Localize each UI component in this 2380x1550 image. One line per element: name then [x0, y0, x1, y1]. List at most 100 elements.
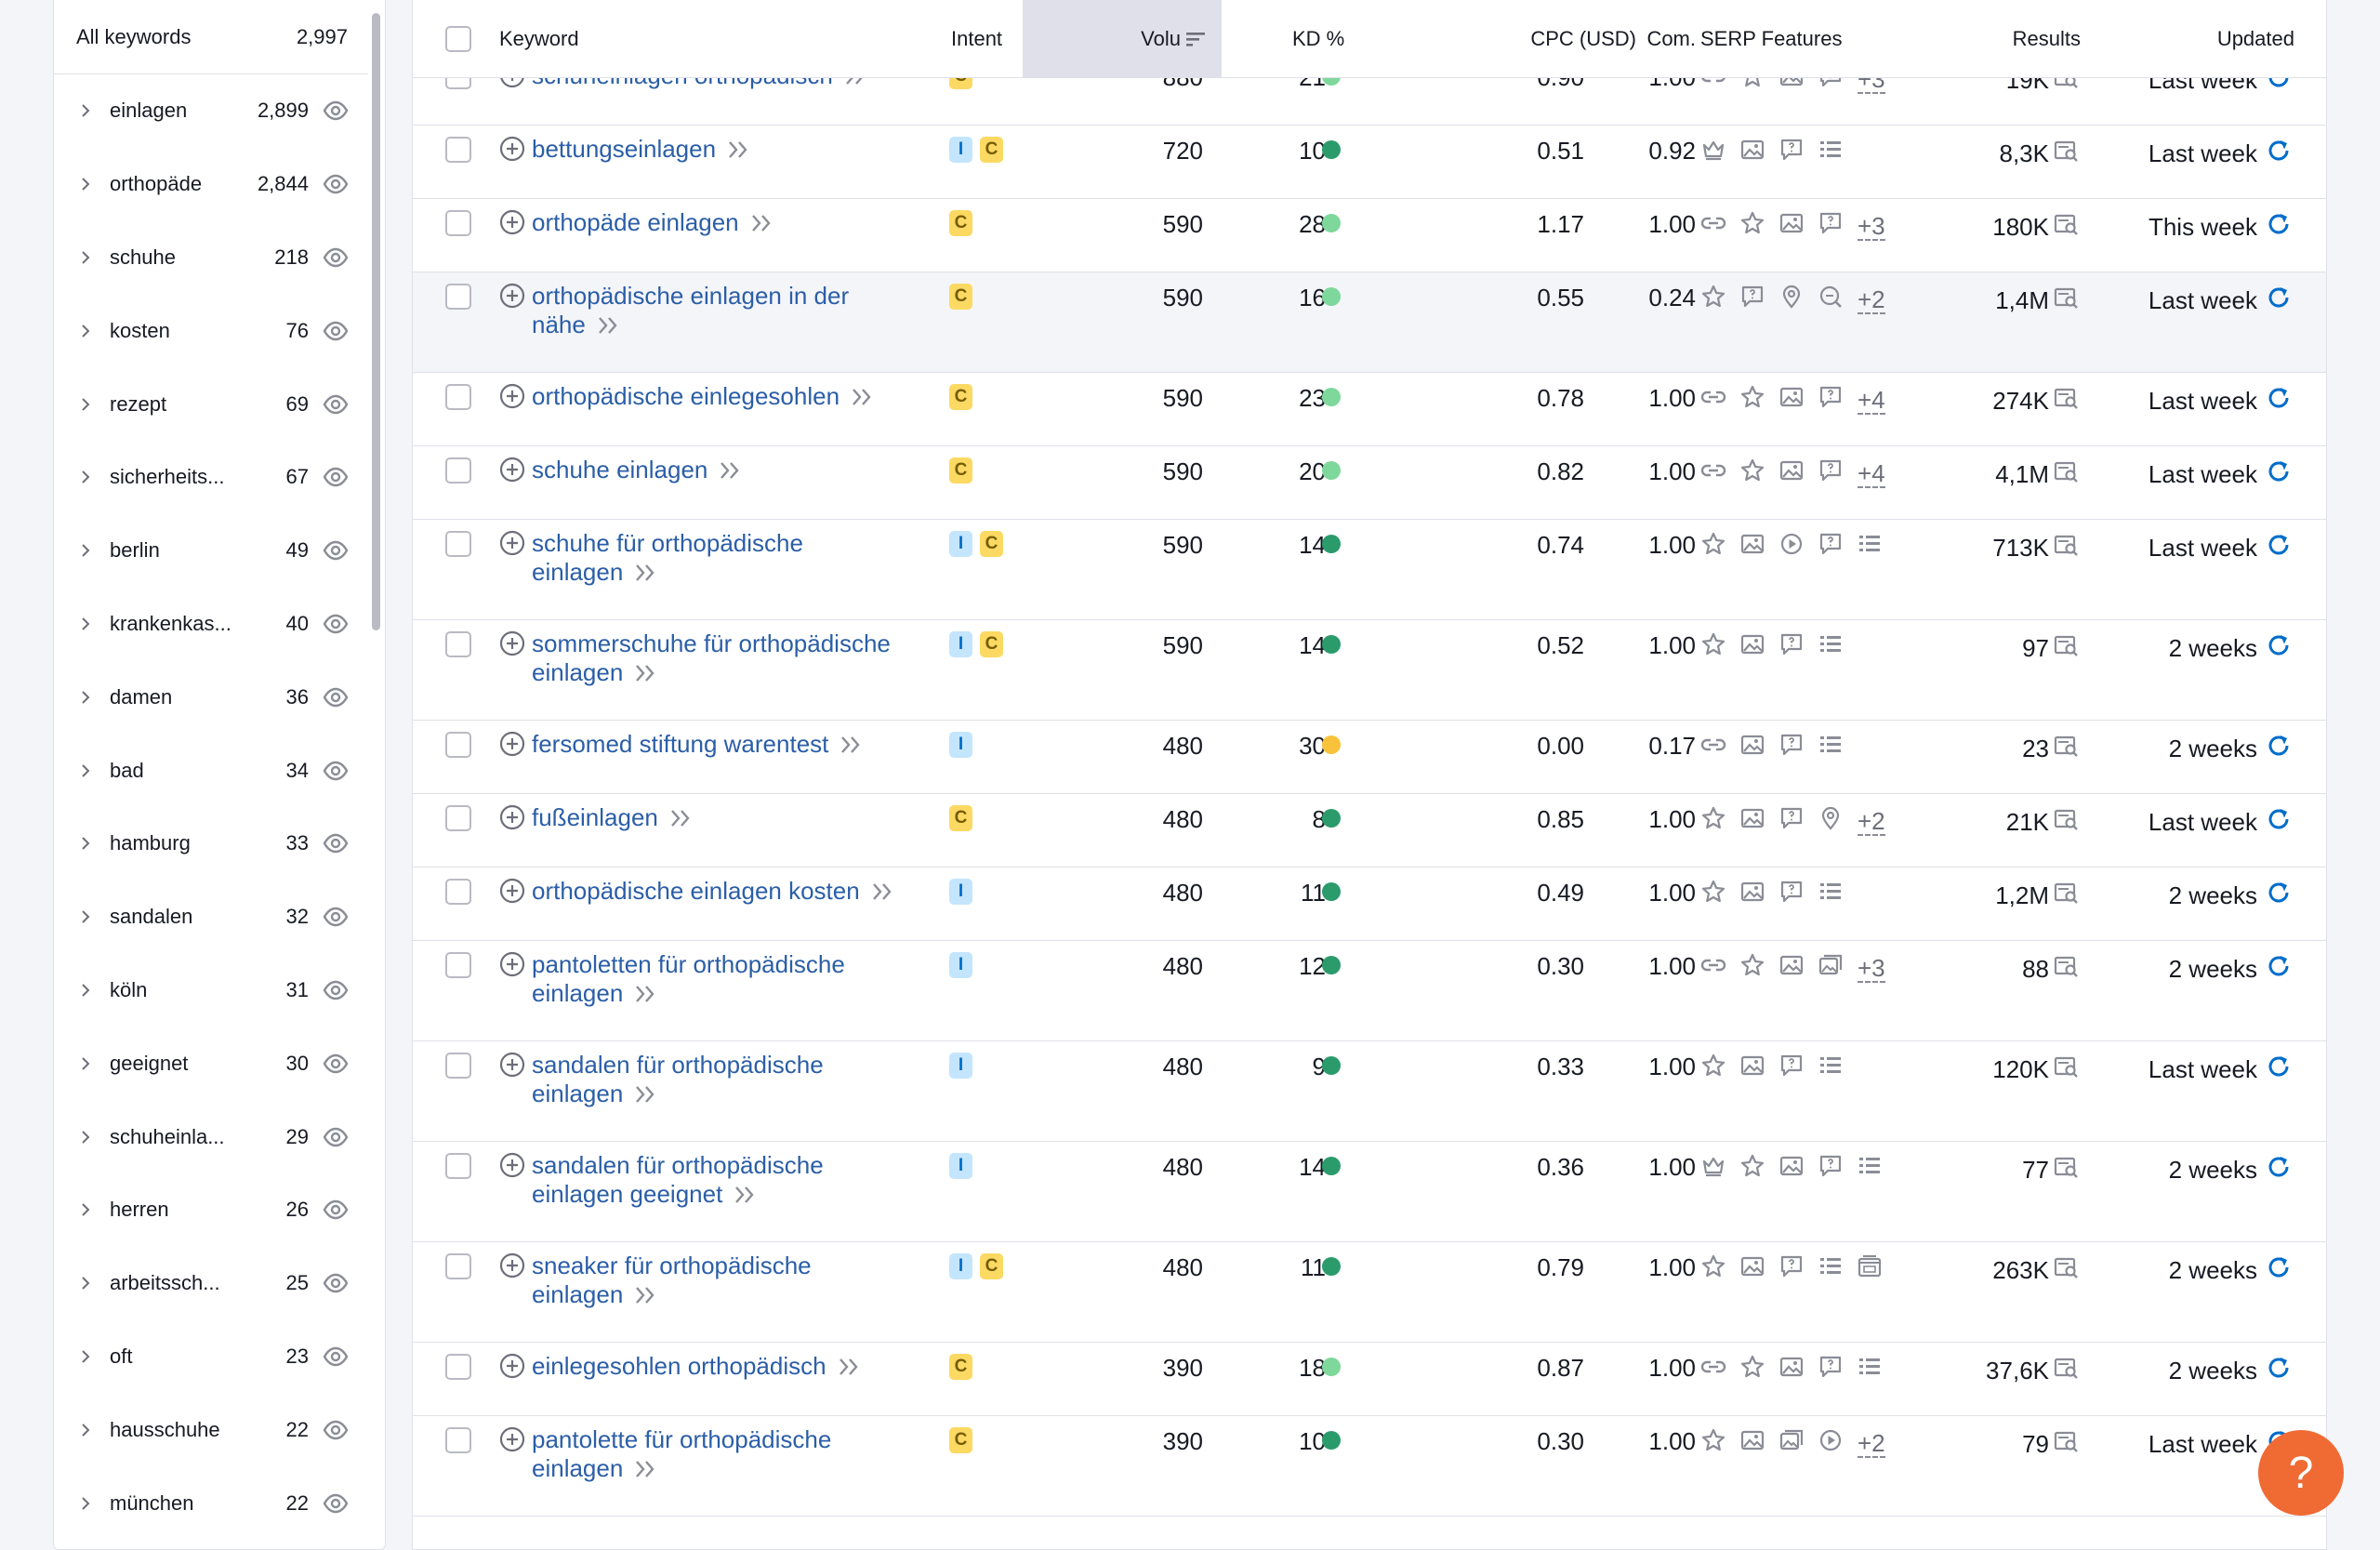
double-chevron-icon[interactable]	[869, 881, 895, 903]
keyword-link[interactable]: pantolette für orthopädische einlagen	[498, 1425, 907, 1483]
serp-snapshot-icon[interactable]	[2053, 137, 2081, 171]
sidebar-group-item[interactable]: krankenkas... 40	[54, 588, 368, 661]
eye-icon[interactable]	[309, 170, 350, 198]
serp-snapshot-icon[interactable]	[2053, 1354, 2081, 1388]
add-keyword-icon[interactable]	[498, 382, 526, 410]
row-checkbox[interactable]	[445, 879, 471, 905]
header-cpc[interactable]: CPC (USD)	[1530, 27, 1636, 50]
add-keyword-icon[interactable]	[498, 730, 526, 758]
add-keyword-icon[interactable]	[498, 282, 526, 310]
sidebar-group-item[interactable]: einlagen 2,899	[54, 74, 368, 148]
row-checkbox[interactable]	[445, 732, 471, 758]
add-keyword-icon[interactable]	[498, 1425, 526, 1453]
serp-snapshot-icon[interactable]	[2053, 732, 2081, 766]
refresh-icon[interactable]	[2265, 137, 2293, 171]
keyword-link[interactable]: sandalen für orthopädische einlagen	[498, 1051, 907, 1108]
eye-icon[interactable]	[309, 976, 350, 1004]
serp-snapshot-icon[interactable]	[2053, 284, 2081, 318]
keyword-link[interactable]: fersomed stiftung warentest	[532, 730, 828, 758]
keyword-link[interactable]: orthopäde einlagen	[532, 208, 739, 236]
select-all-checkbox[interactable]	[445, 26, 471, 52]
eye-icon[interactable]	[309, 391, 350, 418]
sidebar-group-item[interactable]: herren 26	[54, 1173, 368, 1247]
row-checkbox[interactable]	[445, 137, 471, 163]
add-keyword-icon[interactable]	[498, 208, 526, 236]
chevron-right-icon[interactable]	[78, 250, 110, 265]
eye-icon[interactable]	[309, 683, 350, 711]
add-keyword-icon[interactable]	[498, 629, 526, 657]
chevron-right-icon[interactable]	[78, 616, 110, 631]
refresh-icon[interactable]	[2265, 1354, 2293, 1388]
chevron-right-icon[interactable]	[78, 397, 110, 412]
sidebar-group-item[interactable]: schuheinla... 29	[54, 1100, 368, 1173]
keyword-link[interactable]: orthopädische einlagen kosten	[532, 877, 860, 905]
sidebar-group-item[interactable]: bad 34	[54, 734, 368, 807]
header-kd[interactable]: KD %	[1292, 27, 1345, 50]
keyword-link[interactable]: sommerschuhe für orthopädische einlagen	[498, 629, 907, 687]
serp-more-link[interactable]: +3	[1858, 953, 1885, 983]
chevron-right-icon[interactable]	[78, 324, 110, 338]
sidebar-group-item[interactable]: köln 31	[54, 954, 368, 1027]
row-checkbox[interactable]	[445, 1053, 471, 1079]
sidebar-group-item[interactable]: sandalen 32	[54, 881, 368, 954]
sidebar-group-item[interactable]: sicherheits... 67	[54, 441, 368, 514]
refresh-icon[interactable]	[2265, 457, 2293, 492]
chevron-right-icon[interactable]	[78, 1202, 110, 1217]
serp-snapshot-icon[interactable]	[2053, 952, 2081, 987]
chevron-right-icon[interactable]	[78, 1423, 110, 1437]
serp-snapshot-icon[interactable]	[2053, 531, 2081, 565]
keyword-link[interactable]: fußeinlagen	[532, 803, 658, 831]
double-chevron-icon[interactable]	[717, 459, 743, 482]
refresh-icon[interactable]	[2265, 531, 2293, 565]
double-chevron-icon[interactable]	[668, 807, 694, 829]
sidebar-group-item[interactable]: hamburg 33	[54, 807, 368, 881]
chevron-right-icon[interactable]	[78, 1276, 110, 1291]
serp-more-link[interactable]: +2	[1858, 806, 1885, 836]
refresh-icon[interactable]	[2265, 805, 2293, 840]
keyword-link[interactable]: einlegesohlen orthopädisch	[532, 1352, 826, 1380]
row-checkbox[interactable]	[445, 210, 471, 236]
double-chevron-icon[interactable]	[632, 662, 658, 684]
add-keyword-icon[interactable]	[498, 135, 526, 163]
keyword-link[interactable]: sandalen für orthopädische einlagen geeig…	[498, 1151, 907, 1209]
double-chevron-icon[interactable]	[632, 1458, 658, 1480]
eye-icon[interactable]	[309, 903, 350, 931]
serp-snapshot-icon[interactable]	[2053, 1427, 2081, 1462]
keyword-link[interactable]: bettungseinlagen	[532, 135, 716, 163]
row-checkbox[interactable]	[445, 1427, 471, 1453]
sidebar-group-item[interactable]: orthopäde 2,844	[54, 148, 368, 221]
eye-icon[interactable]	[309, 317, 350, 345]
serp-more-link[interactable]: +2	[1858, 1428, 1885, 1458]
double-chevron-icon[interactable]	[595, 314, 621, 337]
serp-more-link[interactable]: +2	[1858, 285, 1885, 314]
eye-icon[interactable]	[309, 537, 350, 564]
chevron-right-icon[interactable]	[78, 1496, 110, 1511]
double-chevron-icon[interactable]	[632, 562, 658, 584]
header-keyword[interactable]: Keyword	[499, 27, 579, 50]
row-checkbox[interactable]	[445, 805, 471, 831]
chevron-right-icon[interactable]	[78, 690, 110, 705]
double-chevron-icon[interactable]	[849, 386, 875, 408]
serp-more-link[interactable]: +4	[1858, 458, 1885, 488]
row-checkbox[interactable]	[445, 1354, 471, 1380]
double-chevron-icon[interactable]	[632, 1083, 658, 1106]
eye-icon[interactable]	[309, 97, 350, 125]
header-serp[interactable]: SERP Features	[1700, 27, 1843, 50]
add-keyword-icon[interactable]	[498, 1352, 526, 1380]
double-chevron-icon[interactable]	[632, 1284, 658, 1306]
sidebar-group-item[interactable]: oft 23	[54, 1320, 368, 1394]
keyword-link[interactable]: schuhe für orthopädische einlagen	[498, 529, 907, 587]
row-checkbox[interactable]	[445, 457, 471, 484]
serp-more-link[interactable]: +4	[1858, 385, 1885, 415]
eye-icon[interactable]	[309, 757, 350, 785]
serp-snapshot-icon[interactable]	[2053, 1053, 2081, 1087]
refresh-icon[interactable]	[2265, 1053, 2293, 1087]
chevron-right-icon[interactable]	[78, 177, 110, 192]
refresh-icon[interactable]	[2265, 384, 2293, 418]
add-keyword-icon[interactable]	[498, 1151, 526, 1179]
keyword-link[interactable]: schuhe einlagen	[532, 456, 707, 484]
chevron-right-icon[interactable]	[78, 836, 110, 851]
keyword-link[interactable]: pantoletten für orthopädische einlagen	[498, 950, 907, 1008]
add-keyword-icon[interactable]	[498, 456, 526, 484]
header-updated[interactable]: Updated	[2216, 27, 2294, 50]
